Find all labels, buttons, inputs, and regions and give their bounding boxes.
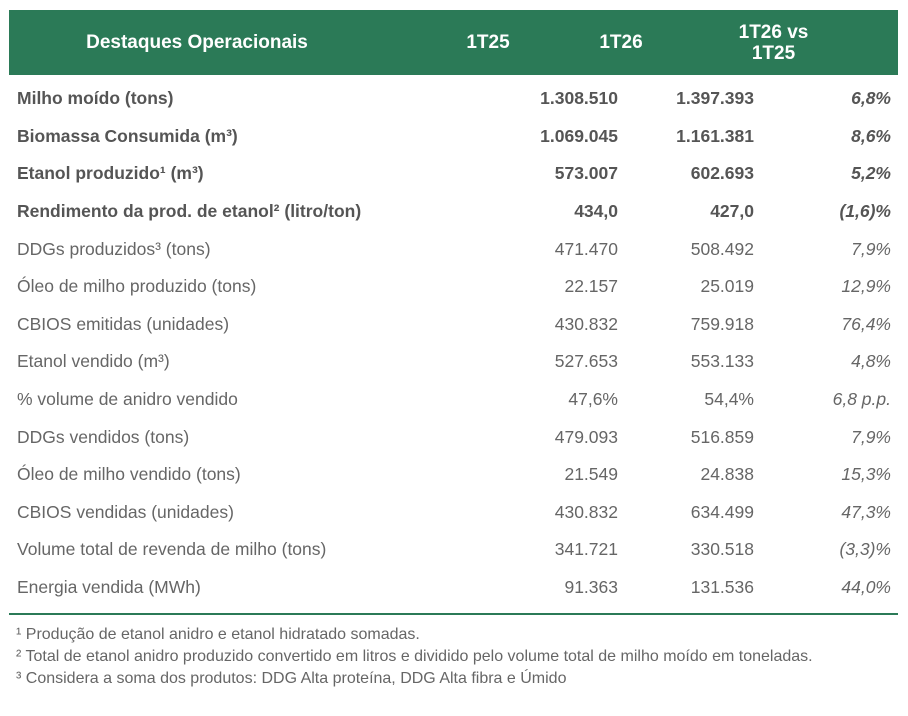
row-value-1t26: 131.536: [690, 577, 754, 598]
row-value-1t25: 471.470: [554, 238, 618, 259]
row-value-variation: (3,3)%: [839, 539, 891, 560]
row-value-1t25: 341.721: [554, 539, 618, 560]
row-value-variation: 6,8%: [851, 88, 891, 109]
header-1t26: 1T26: [599, 31, 643, 53]
row-value-variation: 7,9%: [851, 426, 891, 447]
row-value-1t26: 759.918: [690, 313, 754, 334]
row-value-1t25: 47,6%: [568, 389, 618, 410]
row-value-1t25: 1.069.045: [540, 125, 618, 146]
row-value-1t25: 1.308.510: [540, 88, 618, 109]
row-value-variation: 5,2%: [851, 163, 891, 184]
row-label: Óleo de milho produzido (tons): [17, 276, 257, 297]
table-body: Milho moído (tons) 1.308.510 1.397.393 6,8%…: [9, 75, 898, 606]
header-label: Destaques Operacionais: [86, 31, 308, 53]
table-row: DDGs produzidos³ (tons) 471.470 508.492 7,9…: [9, 230, 898, 268]
row-value-1t25: 479.093: [554, 426, 618, 447]
row-value-1t25: 21.549: [564, 464, 618, 485]
row-value-variation: 8,6%: [851, 125, 891, 146]
row-value-1t26: 25.019: [700, 276, 754, 297]
row-value-variation: 47,3%: [841, 501, 891, 522]
row-value-1t26: 553.133: [690, 351, 754, 372]
row-value-variation: (1,6)%: [839, 201, 891, 222]
row-value-1t26: 516.859: [690, 426, 754, 447]
row-label: CBIOS emitidas (unidades): [17, 313, 230, 334]
table-row: CBIOS vendidas (unidades) 430.832 634.499 4…: [9, 494, 898, 532]
header-1t25: 1T25: [466, 31, 510, 53]
table-row: Etanol vendido (m³) 527.653 553.133 4,8%: [9, 343, 898, 381]
table-header: Destaques Operacionais 1T25 1T26 1T26 vs…: [9, 10, 898, 75]
row-value-1t26: 602.693: [690, 163, 754, 184]
table-row: Etanol produzido¹ (m³) 573.007 602.693 5,2%: [9, 155, 898, 193]
row-value-variation: 4,8%: [851, 351, 891, 372]
table-row: CBIOS emitidas (unidades) 430.832 759.918 7…: [9, 306, 898, 344]
row-label: % volume de anidro vendido: [17, 389, 238, 410]
row-value-1t25: 430.832: [554, 313, 618, 334]
header-variation-line1: 1T26 vs: [738, 21, 809, 43]
row-label: Etanol produzido¹ (m³): [17, 163, 204, 184]
header-variation-line2: 1T25: [751, 42, 796, 64]
row-value-1t26: 427,0: [710, 201, 754, 222]
footnote-2: ² Total de etanol anidro produzido conve…: [16, 648, 813, 666]
row-value-1t26: 1.397.393: [676, 88, 754, 109]
table-row: Óleo de milho vendido (tons) 21.549 24.838…: [9, 456, 898, 494]
table-bottom-rule: [9, 613, 898, 616]
table-row: Energia vendida (MWh) 91.363 131.536 44,0%: [9, 569, 898, 607]
row-label: DDGs produzidos³ (tons): [17, 238, 211, 259]
row-value-1t25: 91.363: [564, 577, 618, 598]
footnote-1: ¹ Produção de etanol anidro e etanol hid…: [16, 626, 420, 644]
row-value-1t25: 434,0: [574, 201, 618, 222]
table-row: Rendimento da prod. de etanol² (litro/to…: [9, 193, 898, 231]
table-row: Milho moído (tons) 1.308.510 1.397.393 6,8%: [9, 80, 898, 118]
row-value-variation: 15,3%: [841, 464, 891, 485]
table-row: Volume total de revenda de milho (tons) 3…: [9, 531, 898, 569]
header-variation: 1T26 vs 1T25: [651, 22, 896, 64]
row-label: Energia vendida (MWh): [17, 577, 201, 598]
row-label: Óleo de milho vendido (tons): [17, 464, 241, 485]
footnote-3: ³ Considera a soma dos produtos: DDG Alt…: [16, 670, 567, 688]
row-value-variation: 44,0%: [841, 577, 891, 598]
row-value-1t26: 508.492: [690, 238, 754, 259]
row-value-1t25: 527.653: [554, 351, 618, 372]
table-row: Óleo de milho produzido (tons) 22.157 25.0…: [9, 268, 898, 306]
row-value-variation: 12,9%: [841, 276, 891, 297]
row-label: Rendimento da prod. de etanol² (litro/to…: [17, 201, 362, 222]
row-value-1t26: 24.838: [700, 464, 754, 485]
row-label: Biomassa Consumida (m³): [17, 125, 238, 146]
row-label: CBIOS vendidas (unidades): [17, 501, 234, 522]
row-value-variation: 7,9%: [851, 238, 891, 259]
table-row: DDGs vendidos (tons) 479.093 516.859 7,9%: [9, 418, 898, 456]
table-row: Biomassa Consumida (m³) 1.069.045 1.161.38…: [9, 118, 898, 156]
row-value-1t26: 634.499: [690, 501, 754, 522]
row-label: Etanol vendido (m³): [17, 351, 170, 372]
table-row: % volume de anidro vendido 47,6% 54,4% 6,8 …: [9, 381, 898, 419]
row-value-1t25: 22.157: [564, 276, 618, 297]
footnotes: ¹ Produção de etanol anidro e etanol hid…: [9, 615, 898, 690]
row-value-1t26: 1.161.381: [676, 125, 754, 146]
row-value-1t25: 573.007: [554, 163, 618, 184]
row-value-1t25: 430.832: [554, 501, 618, 522]
operational-highlights-table: Destaques Operacionais 1T25 1T26 1T26 vs…: [9, 10, 898, 690]
row-value-1t26: 54,4%: [704, 389, 754, 410]
row-label: Milho moído (tons): [17, 88, 174, 109]
row-value-variation: 76,4%: [841, 313, 891, 334]
row-value-1t26: 330.518: [690, 539, 754, 560]
row-label: Volume total de revenda de milho (tons): [17, 539, 327, 560]
row-value-variation: 6,8 p.p.: [832, 389, 891, 410]
row-label: DDGs vendidos (tons): [17, 426, 190, 447]
